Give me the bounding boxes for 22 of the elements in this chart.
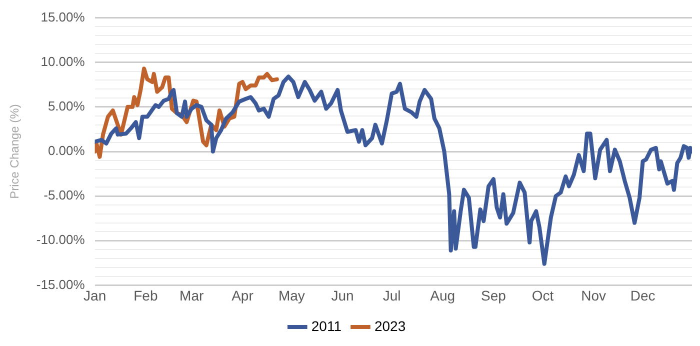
y-tick-label: 0.00% xyxy=(48,143,86,158)
x-tick-label: Jan xyxy=(84,287,106,304)
x-tick-label: Jun xyxy=(331,287,354,304)
y-tick-label: 15.00% xyxy=(40,9,86,24)
y-tick-label: -5.00% xyxy=(44,188,86,203)
x-tick-label: Sep xyxy=(481,287,506,304)
x-tick-label: May xyxy=(278,287,305,304)
x-tick-label: Feb xyxy=(134,287,158,304)
x-tick-label: Dec xyxy=(630,287,656,304)
y-axis-title: Price Change (%) xyxy=(8,104,22,199)
x-tick-label: Aug xyxy=(430,287,456,304)
x-tick-label: Oct xyxy=(532,287,554,304)
legend-label: 2023 xyxy=(374,318,406,334)
y-tick-label: 5.00% xyxy=(48,98,86,114)
legend-label: 2011 xyxy=(311,318,342,334)
x-tick-label: Nov xyxy=(581,287,606,304)
x-tick-label: Mar xyxy=(180,287,204,304)
y-tick-label: -10.00% xyxy=(36,232,86,248)
y-tick-label: 10.00% xyxy=(40,54,86,69)
x-tick-label: Jul xyxy=(382,287,401,304)
y-tick-label: -15.00% xyxy=(36,276,86,292)
x-tick-label: Apr xyxy=(232,287,254,304)
